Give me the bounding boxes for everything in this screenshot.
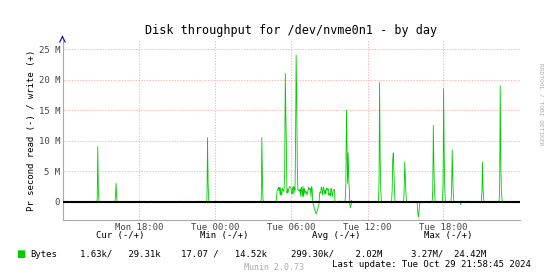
Text: Cur (-/+): Cur (-/+) bbox=[96, 231, 144, 240]
Title: Disk throughput for /dev/nvme0n1 - by day: Disk throughput for /dev/nvme0n1 - by da… bbox=[145, 24, 438, 37]
Text: Bytes: Bytes bbox=[30, 250, 57, 259]
Text: RRDTOOL / TOBI OETIKER: RRDTOOL / TOBI OETIKER bbox=[538, 63, 543, 146]
Text: Min (-/+): Min (-/+) bbox=[200, 231, 248, 240]
Text: Avg (-/+): Avg (-/+) bbox=[312, 231, 360, 240]
Text: 17.07 /   14.52k: 17.07 / 14.52k bbox=[181, 250, 267, 259]
Text: ■: ■ bbox=[16, 249, 26, 259]
Text: 3.27M/  24.42M: 3.27M/ 24.42M bbox=[411, 250, 486, 259]
Text: 1.63k/   29.31k: 1.63k/ 29.31k bbox=[80, 250, 161, 259]
Text: Last update: Tue Oct 29 21:58:45 2024: Last update: Tue Oct 29 21:58:45 2024 bbox=[331, 260, 531, 269]
Text: Max (-/+): Max (-/+) bbox=[424, 231, 473, 240]
Y-axis label: Pr second read (-) / write (+): Pr second read (-) / write (+) bbox=[27, 49, 36, 211]
Text: 299.30k/    2.02M: 299.30k/ 2.02M bbox=[290, 250, 382, 259]
Text: Munin 2.0.73: Munin 2.0.73 bbox=[243, 263, 304, 272]
